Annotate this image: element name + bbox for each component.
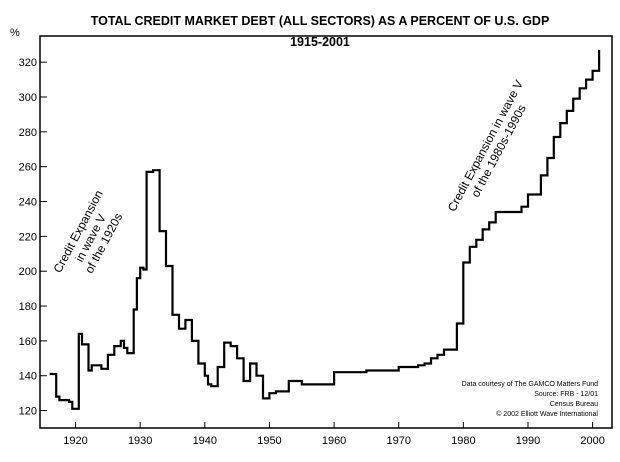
x-axis: 1920 1930 1940 1950 1960 1970 1980 1990 2000 bbox=[63, 422, 605, 447]
x-tick-label: 2000 bbox=[580, 435, 604, 447]
plot-area-frame bbox=[39, 35, 613, 429]
x-tick-label: 1980 bbox=[451, 435, 475, 447]
y-tick-label: 120 bbox=[19, 406, 37, 418]
y-tick-label: 160 bbox=[19, 336, 37, 348]
source-note-line: Data courtesy of The GAMCO Matters Fund bbox=[462, 381, 599, 388]
y-tick-label: 260 bbox=[19, 162, 37, 174]
chart-title: TOTAL CREDIT MARKET DEBT (ALL SECTORS) A… bbox=[91, 14, 550, 28]
x-tick-label: 1960 bbox=[322, 435, 346, 447]
source-note-line: © 2002 Elliott Wave International bbox=[496, 410, 598, 418]
y-tick-label: 180 bbox=[19, 301, 37, 313]
y-axis: 120 140 160 180 200 220 240 260 280 300 320 bbox=[19, 57, 47, 418]
y-tick-label: 140 bbox=[19, 371, 37, 383]
annotation-1980s-1990s: Credit Expansion in wave V of the 1980s-… bbox=[445, 75, 540, 221]
y-tick-label: 300 bbox=[19, 92, 37, 104]
x-tick-label: 1990 bbox=[516, 435, 540, 447]
y-tick-label: 280 bbox=[19, 127, 37, 139]
x-tick-label: 1940 bbox=[193, 435, 217, 447]
x-tick-label: 1950 bbox=[257, 435, 281, 447]
y-tick-label: 200 bbox=[19, 266, 37, 278]
source-note-line: Census Bureau bbox=[550, 401, 598, 408]
y-tick-label: 240 bbox=[19, 197, 37, 209]
chart-subtitle: 1915-2001 bbox=[290, 35, 350, 49]
y-tick-label: 320 bbox=[19, 57, 37, 69]
y-tick-label: 220 bbox=[19, 231, 37, 243]
source-note: Data courtesy of The GAMCO Matters Fund … bbox=[462, 381, 599, 418]
source-note-line: Source: FRB - 12/01 bbox=[534, 391, 598, 398]
x-tick-label: 1920 bbox=[63, 435, 87, 447]
x-tick-label: 1970 bbox=[386, 435, 410, 447]
series-line-debt-to-gdp bbox=[49, 49, 601, 410]
y-axis-unit-label: % bbox=[10, 27, 20, 39]
annotation-1920s: Credit Expansion in wave V of the 1920s bbox=[51, 185, 133, 288]
x-tick-label: 1930 bbox=[128, 435, 152, 447]
